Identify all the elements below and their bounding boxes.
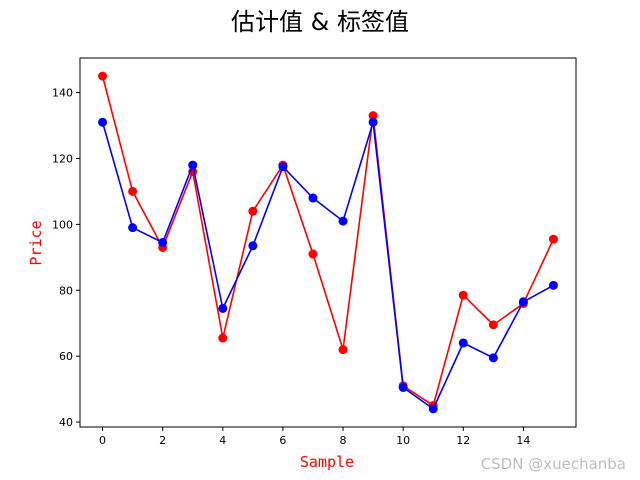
series-1-point xyxy=(248,206,258,216)
y-tick-label: 40 xyxy=(59,416,73,429)
plot-frame xyxy=(79,57,577,428)
series-2-point xyxy=(188,160,198,170)
series-2-point xyxy=(158,238,168,247)
x-tick-label: 12 xyxy=(456,434,470,447)
series-2-point xyxy=(218,303,228,313)
x-tick-label: 2 xyxy=(159,434,166,447)
series-2-point xyxy=(368,117,378,127)
y-tick-label: 100 xyxy=(52,218,73,231)
series-2-point xyxy=(278,162,288,172)
series-2-point xyxy=(398,382,408,392)
series-2-point xyxy=(428,404,438,414)
x-tick-label: 4 xyxy=(219,434,226,447)
series-1-line xyxy=(101,75,555,407)
series-2-point xyxy=(128,223,138,233)
series-2-point xyxy=(338,216,348,226)
watermark: CSDN @xuechanba xyxy=(481,455,626,473)
series-2-point xyxy=(248,241,258,251)
x-tick-label: 14 xyxy=(516,434,530,447)
y-tick-label: 80 xyxy=(59,284,73,297)
series-2-point xyxy=(548,280,558,290)
y-tick-label: 120 xyxy=(52,152,73,165)
x-tick-label: 10 xyxy=(396,434,410,447)
series-2-point xyxy=(98,117,108,127)
y-tick-label: 140 xyxy=(52,87,73,100)
series-1-point xyxy=(98,71,108,81)
x-axis-label: Sample xyxy=(300,453,354,471)
series-2-point xyxy=(488,353,498,363)
y-tick-label: 60 xyxy=(59,350,73,363)
y-axis-label: Price xyxy=(27,220,45,265)
series-2-point xyxy=(458,338,468,348)
plot-area: 0 2 4 6 8 10 12 14 40 60 80 100 120 140 xyxy=(52,57,577,447)
chart-title: 估计值 & 标签值 xyxy=(231,8,409,36)
x-tick-label: 0 xyxy=(99,434,106,447)
series-1-point xyxy=(128,186,138,196)
series-1-point xyxy=(368,111,378,121)
series-1-point xyxy=(338,345,348,355)
series-1-point xyxy=(218,333,228,343)
series-1-point xyxy=(548,234,558,244)
series-2-point xyxy=(308,193,318,203)
series-1-point xyxy=(308,249,318,259)
x-tick-label: 8 xyxy=(340,434,347,447)
x-tick-label: 6 xyxy=(279,434,286,447)
series-1-point xyxy=(488,320,498,330)
series-1-point xyxy=(458,290,468,300)
series-2-point xyxy=(518,297,528,307)
series-2-line xyxy=(101,122,554,411)
